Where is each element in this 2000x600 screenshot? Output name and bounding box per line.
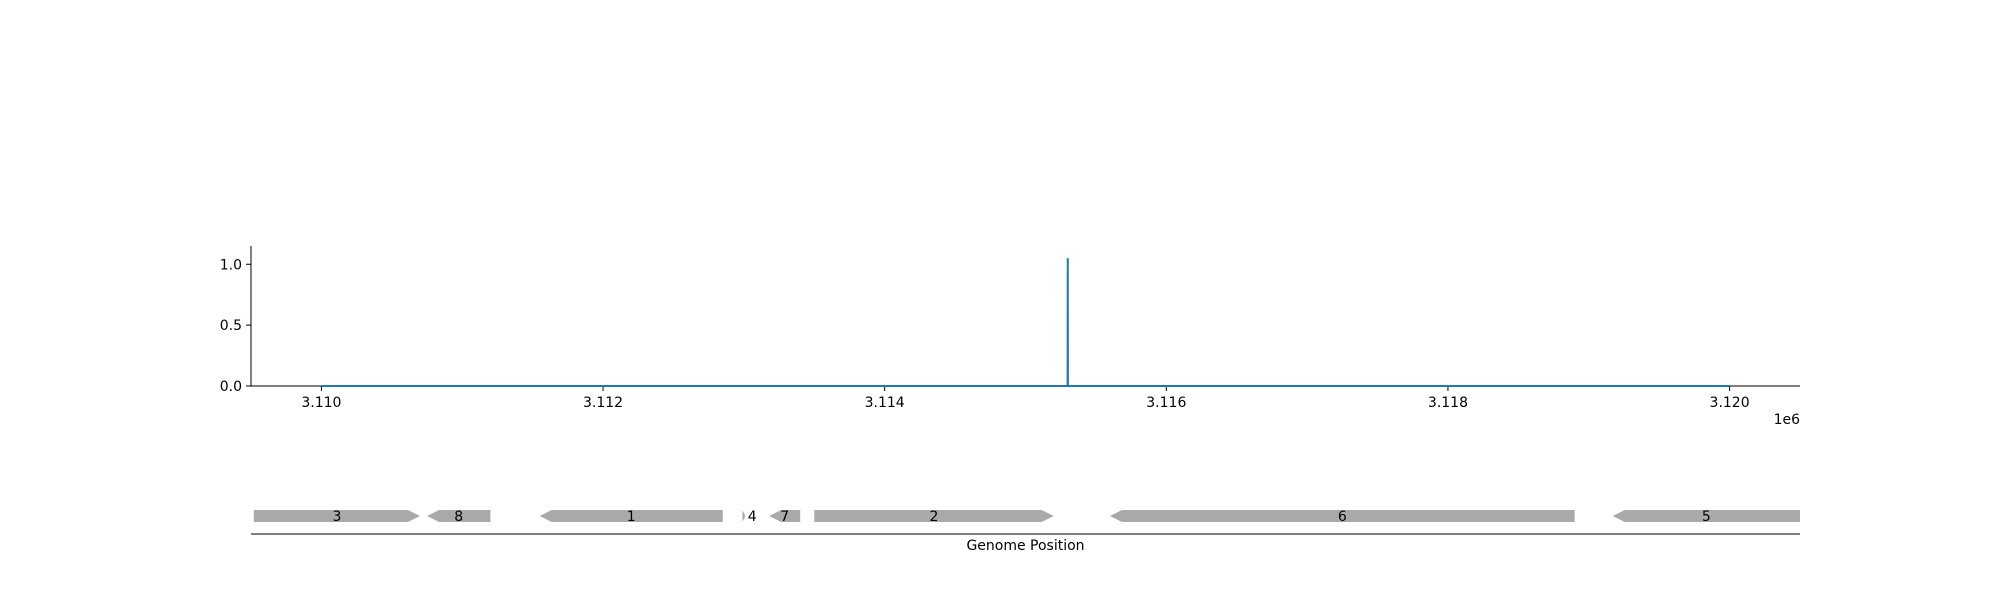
y-tick-label: 0.0 xyxy=(220,379,242,395)
gene-label: 3 xyxy=(332,509,341,525)
x-tick-label: 3.110 xyxy=(301,395,341,411)
x-tick-label: 3.114 xyxy=(865,395,905,411)
gene-label: 1 xyxy=(627,509,636,525)
coverage-plot: 0.0 0.5 1.0 3.110 3.112 3.114 3.116 3.118 3.120 1… xyxy=(220,246,1800,428)
gene-arrow xyxy=(769,510,801,522)
x-tick-label: 3.112 xyxy=(583,395,623,411)
gene-label: 6 xyxy=(1338,509,1347,525)
gene-arrow xyxy=(742,510,746,522)
coverage-line xyxy=(321,258,1730,387)
gene-map: 3 8 1 4 7 2 6 5 Genome Position xyxy=(251,509,1800,554)
gene-label: 7 xyxy=(780,509,789,525)
gene-label: 8 xyxy=(454,509,463,525)
gene-arrow xyxy=(814,510,1054,522)
gene-arrow xyxy=(253,510,420,522)
gene-label: 2 xyxy=(930,509,939,525)
x-axis-label: Genome Position xyxy=(966,538,1084,554)
gene-label: 5 xyxy=(1702,509,1711,525)
gene-arrow xyxy=(1612,510,1800,522)
y-tick-label: 1.0 xyxy=(220,257,242,273)
x-tick-label: 3.118 xyxy=(1428,395,1468,411)
gene-label: 4 xyxy=(748,509,757,525)
x-tick-label: 3.116 xyxy=(1146,395,1186,411)
y-tick-label: 0.5 xyxy=(220,318,242,334)
gene-arrow xyxy=(1109,510,1575,522)
gene-arrow xyxy=(539,510,723,522)
gene-arrow xyxy=(427,510,491,522)
x-tick-label: 3.120 xyxy=(1710,395,1750,411)
x-axis-offset-label: 1e6 xyxy=(1774,412,1801,428)
